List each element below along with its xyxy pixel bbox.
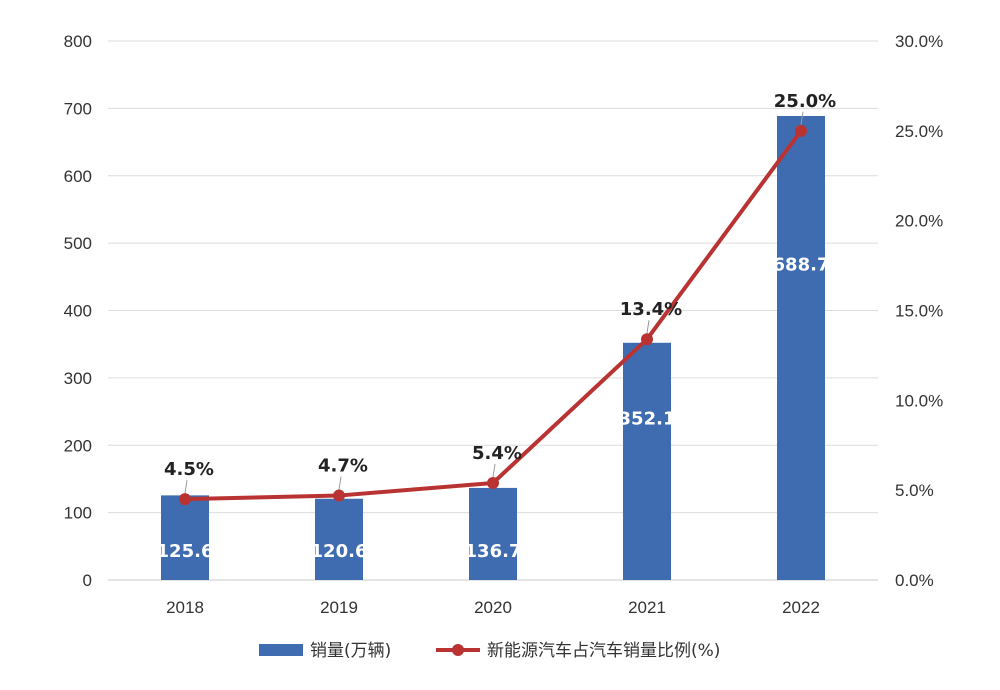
percent-label: 4.7%	[318, 456, 368, 477]
bar-value-label: 688.7	[773, 254, 830, 275]
bar	[161, 495, 209, 580]
bar-value-label: 136.7	[465, 541, 522, 562]
right-tick-label: 25.0%	[895, 122, 943, 141]
right-tick-label: 10.0%	[895, 391, 943, 410]
right-tick-label: 30.0%	[895, 32, 943, 51]
x-tick-label: 2021	[628, 598, 666, 617]
x-tick-label: 2020	[474, 598, 512, 617]
right-tick-label: 0.0%	[895, 571, 934, 590]
left-tick-label: 600	[64, 167, 92, 186]
bar-value-label: 125.6	[157, 541, 214, 562]
legend-bar-swatch	[259, 644, 303, 656]
x-tick-label: 2019	[320, 598, 358, 617]
x-axis-ticks: 2018 2019 2020 2021 2022	[166, 598, 820, 617]
bar	[469, 487, 517, 580]
label-leader	[184, 480, 188, 494]
label-leader	[646, 320, 650, 334]
left-tick-label: 700	[64, 99, 92, 118]
label-leader	[492, 463, 496, 478]
legend-bar-label: 销量(万辆)	[310, 641, 391, 661]
bar	[623, 342, 671, 580]
left-tick-label: 100	[64, 504, 92, 523]
percent-label: 5.4%	[472, 443, 522, 464]
right-tick-label: 15.0%	[895, 302, 943, 321]
left-tick-label: 400	[64, 302, 92, 321]
x-tick-label: 2022	[782, 598, 820, 617]
line-point	[333, 489, 345, 502]
bar-value-label: 120.6	[311, 541, 368, 562]
bar-series: 125.6 120.6 136.7 352.1 688.7	[157, 115, 830, 580]
percent-label: 13.4%	[620, 299, 682, 320]
label-leader	[800, 111, 804, 125]
bar-value-label: 352.1	[619, 409, 676, 430]
left-tick-label: 800	[64, 32, 92, 51]
percent-label: 25.0%	[774, 91, 836, 112]
legend-line-marker	[452, 644, 464, 656]
gridlines	[108, 40, 878, 581]
left-axis-ticks: 0 100 200 300 400 500 600 700 800	[64, 32, 92, 590]
left-tick-label: 300	[64, 369, 92, 388]
bar	[777, 115, 825, 580]
left-tick-label: 500	[64, 234, 92, 253]
right-axis-ticks: 0.0% 5.0% 10.0% 15.0% 20.0% 25.0% 30.0%	[895, 32, 943, 590]
left-tick-label: 0	[83, 571, 92, 590]
label-leader	[338, 476, 342, 490]
left-tick-label: 200	[64, 436, 92, 455]
line-point	[487, 476, 499, 489]
line-point	[795, 124, 807, 137]
legend: 销量(万辆) 新能源汽车占汽车销量比例(%)	[259, 641, 720, 661]
right-tick-label: 5.0%	[895, 481, 934, 500]
percent-label: 4.5%	[164, 459, 214, 480]
line-point	[179, 493, 191, 506]
bar	[315, 498, 363, 580]
line-point	[641, 333, 653, 346]
x-tick-label: 2018	[166, 598, 204, 617]
line-series: 4.5% 4.7% 5.4% 13.4% 25.0%	[164, 91, 836, 506]
legend-line-label: 新能源汽车占汽车销量比例(%)	[487, 641, 720, 661]
right-tick-label: 20.0%	[895, 212, 943, 231]
